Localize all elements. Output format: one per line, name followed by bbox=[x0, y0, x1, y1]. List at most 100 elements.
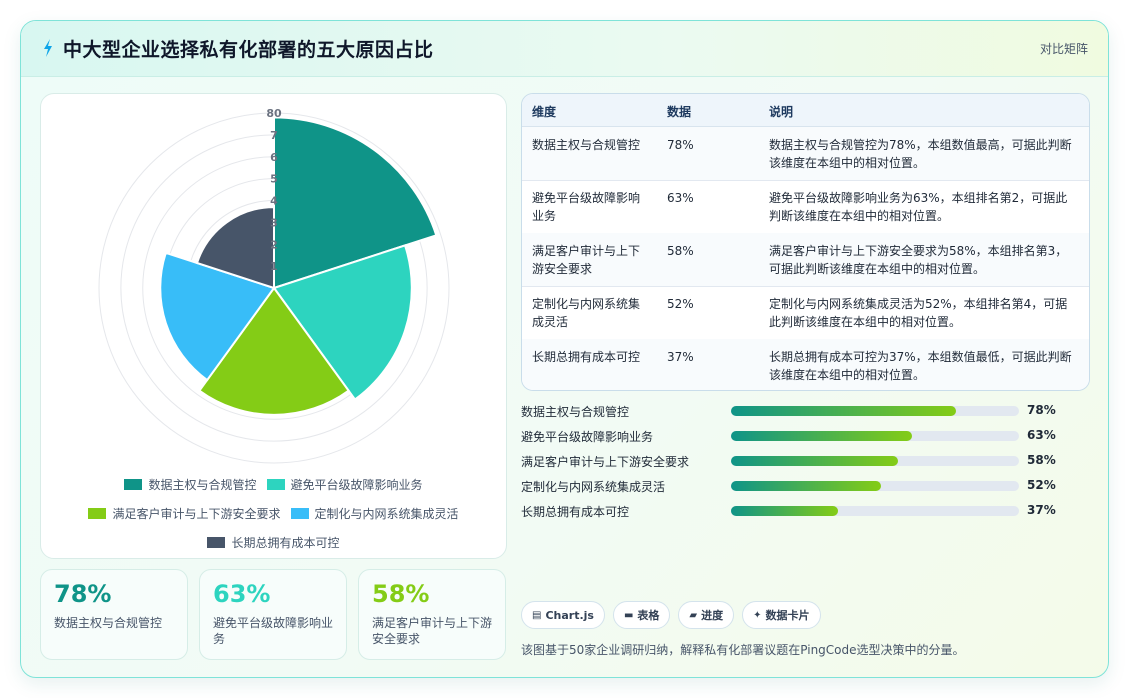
legend-item[interactable]: 数据主权与合规管控 bbox=[124, 476, 257, 493]
progress-fill bbox=[731, 406, 956, 416]
radial-tick-label: 5 bbox=[270, 173, 278, 186]
progress-icon: ▰ bbox=[689, 609, 698, 621]
chip-label: 进度 bbox=[701, 609, 724, 622]
progress-row: 避免平台级故障影响业务 63% bbox=[521, 426, 1088, 446]
progress-track bbox=[731, 481, 1019, 491]
table-header: 维度 数据 说明 bbox=[522, 94, 1089, 127]
polar-segment[interactable] bbox=[159, 251, 276, 382]
radial-tick-label: 6 bbox=[270, 151, 278, 164]
table-row: 满足客户审计与上下游安全要求 58% 满足客户审计与上下游安全要求为58%，本组… bbox=[522, 233, 1089, 287]
column-header-description: 说明 bbox=[769, 105, 794, 119]
legend-label: 避免平台级故障影响业务 bbox=[290, 478, 423, 492]
progress-fill bbox=[731, 456, 899, 466]
progress-label: 定制化与内网系统集成灵活 bbox=[521, 480, 666, 494]
chip-label: 数据卡片 bbox=[765, 609, 810, 622]
dashboard-card: 中大型企业选择私有化部署的五大原因占比 对比矩阵 1 2 3 4 5 6 7 80 数据主权与… bbox=[20, 20, 1109, 678]
progress-fill bbox=[731, 506, 838, 516]
grid-ring bbox=[98, 112, 450, 464]
polar-segment[interactable] bbox=[273, 116, 438, 290]
lightning-icon bbox=[44, 39, 52, 57]
header-bar: 中大型企业选择私有化部署的五大原因占比 对比矩阵 bbox=[21, 21, 1108, 77]
table-row: 避免平台级故障影响业务 63% 避免平台级故障影响业务为63%，本组排名第2，可… bbox=[522, 180, 1089, 234]
table-row: 数据主权与合规管控 78% 数据主权与合规管控为78%，本组数值最高，可据此判断… bbox=[522, 127, 1089, 181]
table-icon: ▬ bbox=[623, 609, 634, 621]
chip-table[interactable]: ▬ 表格 bbox=[612, 601, 671, 629]
cell-data: 78% bbox=[667, 138, 694, 152]
radial-tick-label: 7 bbox=[270, 129, 278, 142]
progress-value: 52% bbox=[1027, 478, 1056, 492]
legend-swatch bbox=[207, 537, 226, 548]
radial-tick-label: 3 bbox=[270, 216, 278, 229]
legend-label: 数据主权与合规管控 bbox=[148, 478, 257, 492]
cell-data: 63% bbox=[667, 191, 694, 205]
progress-label: 避免平台级故障影响业务 bbox=[521, 430, 654, 444]
progress-value: 78% bbox=[1027, 403, 1056, 417]
progress-track bbox=[731, 506, 1019, 516]
cell-dimension: 满足客户审计与上下游安全要求 bbox=[532, 244, 641, 276]
kpi-card: 63% 避免平台级故障影响业务 bbox=[199, 569, 347, 660]
polar-area-chart: 1 2 3 4 5 6 7 80 bbox=[98, 107, 450, 464]
page-title: 中大型企业选择私有化部署的五大原因占比 bbox=[63, 39, 434, 61]
progress-row: 定制化与内网系统集成灵活 52% bbox=[521, 476, 1088, 496]
cell-description: 满足客户审计与上下游安全要求为58%，本组排名第3，可据此判断该维度在本组中的相… bbox=[769, 244, 1068, 276]
cell-dimension: 定制化与内网系统集成灵活 bbox=[532, 297, 641, 329]
cell-data: 52% bbox=[667, 297, 694, 311]
cell-dimension: 避免平台级故障影响业务 bbox=[532, 191, 641, 223]
radial-tick-label: 2 bbox=[270, 238, 278, 251]
legend-swatch bbox=[290, 508, 309, 519]
chart-legend: 数据主权与合规管控 避免平台级故障影响业务 满足客户审计与上下游安全要求 定制化… bbox=[41, 476, 506, 551]
progress-label: 数据主权与合规管控 bbox=[521, 405, 630, 419]
polar-segment[interactable] bbox=[272, 244, 413, 401]
cell-description: 数据主权与合规管控为78%，本组数值最高，可据此判断该维度在本组中的相对位置。 bbox=[769, 138, 1072, 170]
sparkle-icon: ✦ bbox=[753, 609, 762, 621]
cell-data: 37% bbox=[667, 350, 694, 364]
kpi-value: 58% bbox=[372, 580, 430, 608]
polar-segment[interactable] bbox=[198, 286, 350, 416]
cell-dimension: 长期总拥有成本可控 bbox=[532, 350, 641, 364]
legend-label: 满足客户审计与上下游安全要求 bbox=[112, 507, 281, 521]
comparison-table: 维度 数据 说明 数据主权与合规管控 78% 数据主权与合规管控为78%，本组数… bbox=[521, 93, 1090, 391]
kpi-value: 78% bbox=[54, 580, 112, 608]
column-header-dimension: 维度 bbox=[532, 105, 557, 119]
progress-fill bbox=[731, 431, 913, 441]
progress-value: 58% bbox=[1027, 453, 1056, 467]
chart-icon: ▤ bbox=[532, 609, 542, 621]
legend-item[interactable]: 长期总拥有成本可控 bbox=[207, 534, 340, 551]
kpi-card: 78% 数据主权与合规管控 bbox=[40, 569, 188, 660]
kpi-label: 数据主权与合规管控 bbox=[54, 616, 163, 630]
progress-fill bbox=[731, 481, 881, 491]
footnote: 该图基于50家企业调研归纳，解释私有化部署议题在PingCode选型决策中的分量… bbox=[521, 643, 965, 657]
kpi-label: 满足客户审计与上下游安全要求 bbox=[372, 616, 493, 646]
progress-label: 满足客户审计与上下游安全要求 bbox=[521, 455, 690, 469]
cell-data: 58% bbox=[667, 244, 694, 258]
header-tag: 对比矩阵 bbox=[1039, 42, 1088, 56]
cell-description: 定制化与内网系统集成灵活为52%，本组排名第4，可据此判断该维度在本组中的相对位… bbox=[769, 297, 1068, 329]
table-row: 定制化与内网系统集成灵活 52% 定制化与内网系统集成灵活为52%，本组排名第4… bbox=[522, 286, 1089, 340]
progress-track bbox=[731, 456, 1019, 466]
chip-label: 表格 bbox=[637, 609, 660, 622]
progress-track bbox=[731, 406, 1019, 416]
legend-label: 长期总拥有成本可控 bbox=[231, 536, 340, 550]
legend-item[interactable]: 满足客户审计与上下游安全要求 bbox=[88, 505, 281, 522]
chip-label: Chart.js bbox=[545, 608, 594, 622]
polar-chart-panel: 1 2 3 4 5 6 7 80 数据主权与合规管控 避免平台级故障影响业务 满足客户审计与上… bbox=[40, 93, 507, 559]
chip-progress[interactable]: ▰ 进度 bbox=[678, 601, 735, 629]
legend-item[interactable]: 避免平台级故障影响业务 bbox=[266, 476, 423, 493]
chip-chartjs[interactable]: ▤ Chart.js bbox=[521, 601, 605, 629]
kpi-value: 63% bbox=[213, 580, 271, 608]
progress-row: 满足客户审计与上下游安全要求 58% bbox=[521, 451, 1088, 471]
radial-tick-label: 1 bbox=[270, 260, 278, 273]
progress-track bbox=[731, 431, 1019, 441]
legend-swatch bbox=[88, 508, 107, 519]
legend-label: 定制化与内网系统集成灵活 bbox=[314, 507, 459, 521]
legend-swatch bbox=[124, 479, 143, 490]
progress-row: 长期总拥有成本可控 37% bbox=[521, 501, 1088, 521]
polar-segment[interactable] bbox=[195, 206, 275, 290]
kpi-card: 58% 满足客户审计与上下游安全要求 bbox=[358, 569, 506, 660]
column-header-data: 数据 bbox=[667, 105, 692, 119]
tech-chips: ▤ Chart.js ▬ 表格 ▰ 进度 ✦ 数据卡片 bbox=[521, 601, 821, 629]
legend-item[interactable]: 定制化与内网系统集成灵活 bbox=[290, 505, 459, 522]
chip-data-card[interactable]: ✦ 数据卡片 bbox=[742, 601, 821, 629]
cell-description: 长期总拥有成本可控为37%，本组数值最低，可据此判断该维度在本组中的相对位置。 bbox=[769, 350, 1072, 382]
progress-value: 63% bbox=[1027, 428, 1056, 442]
